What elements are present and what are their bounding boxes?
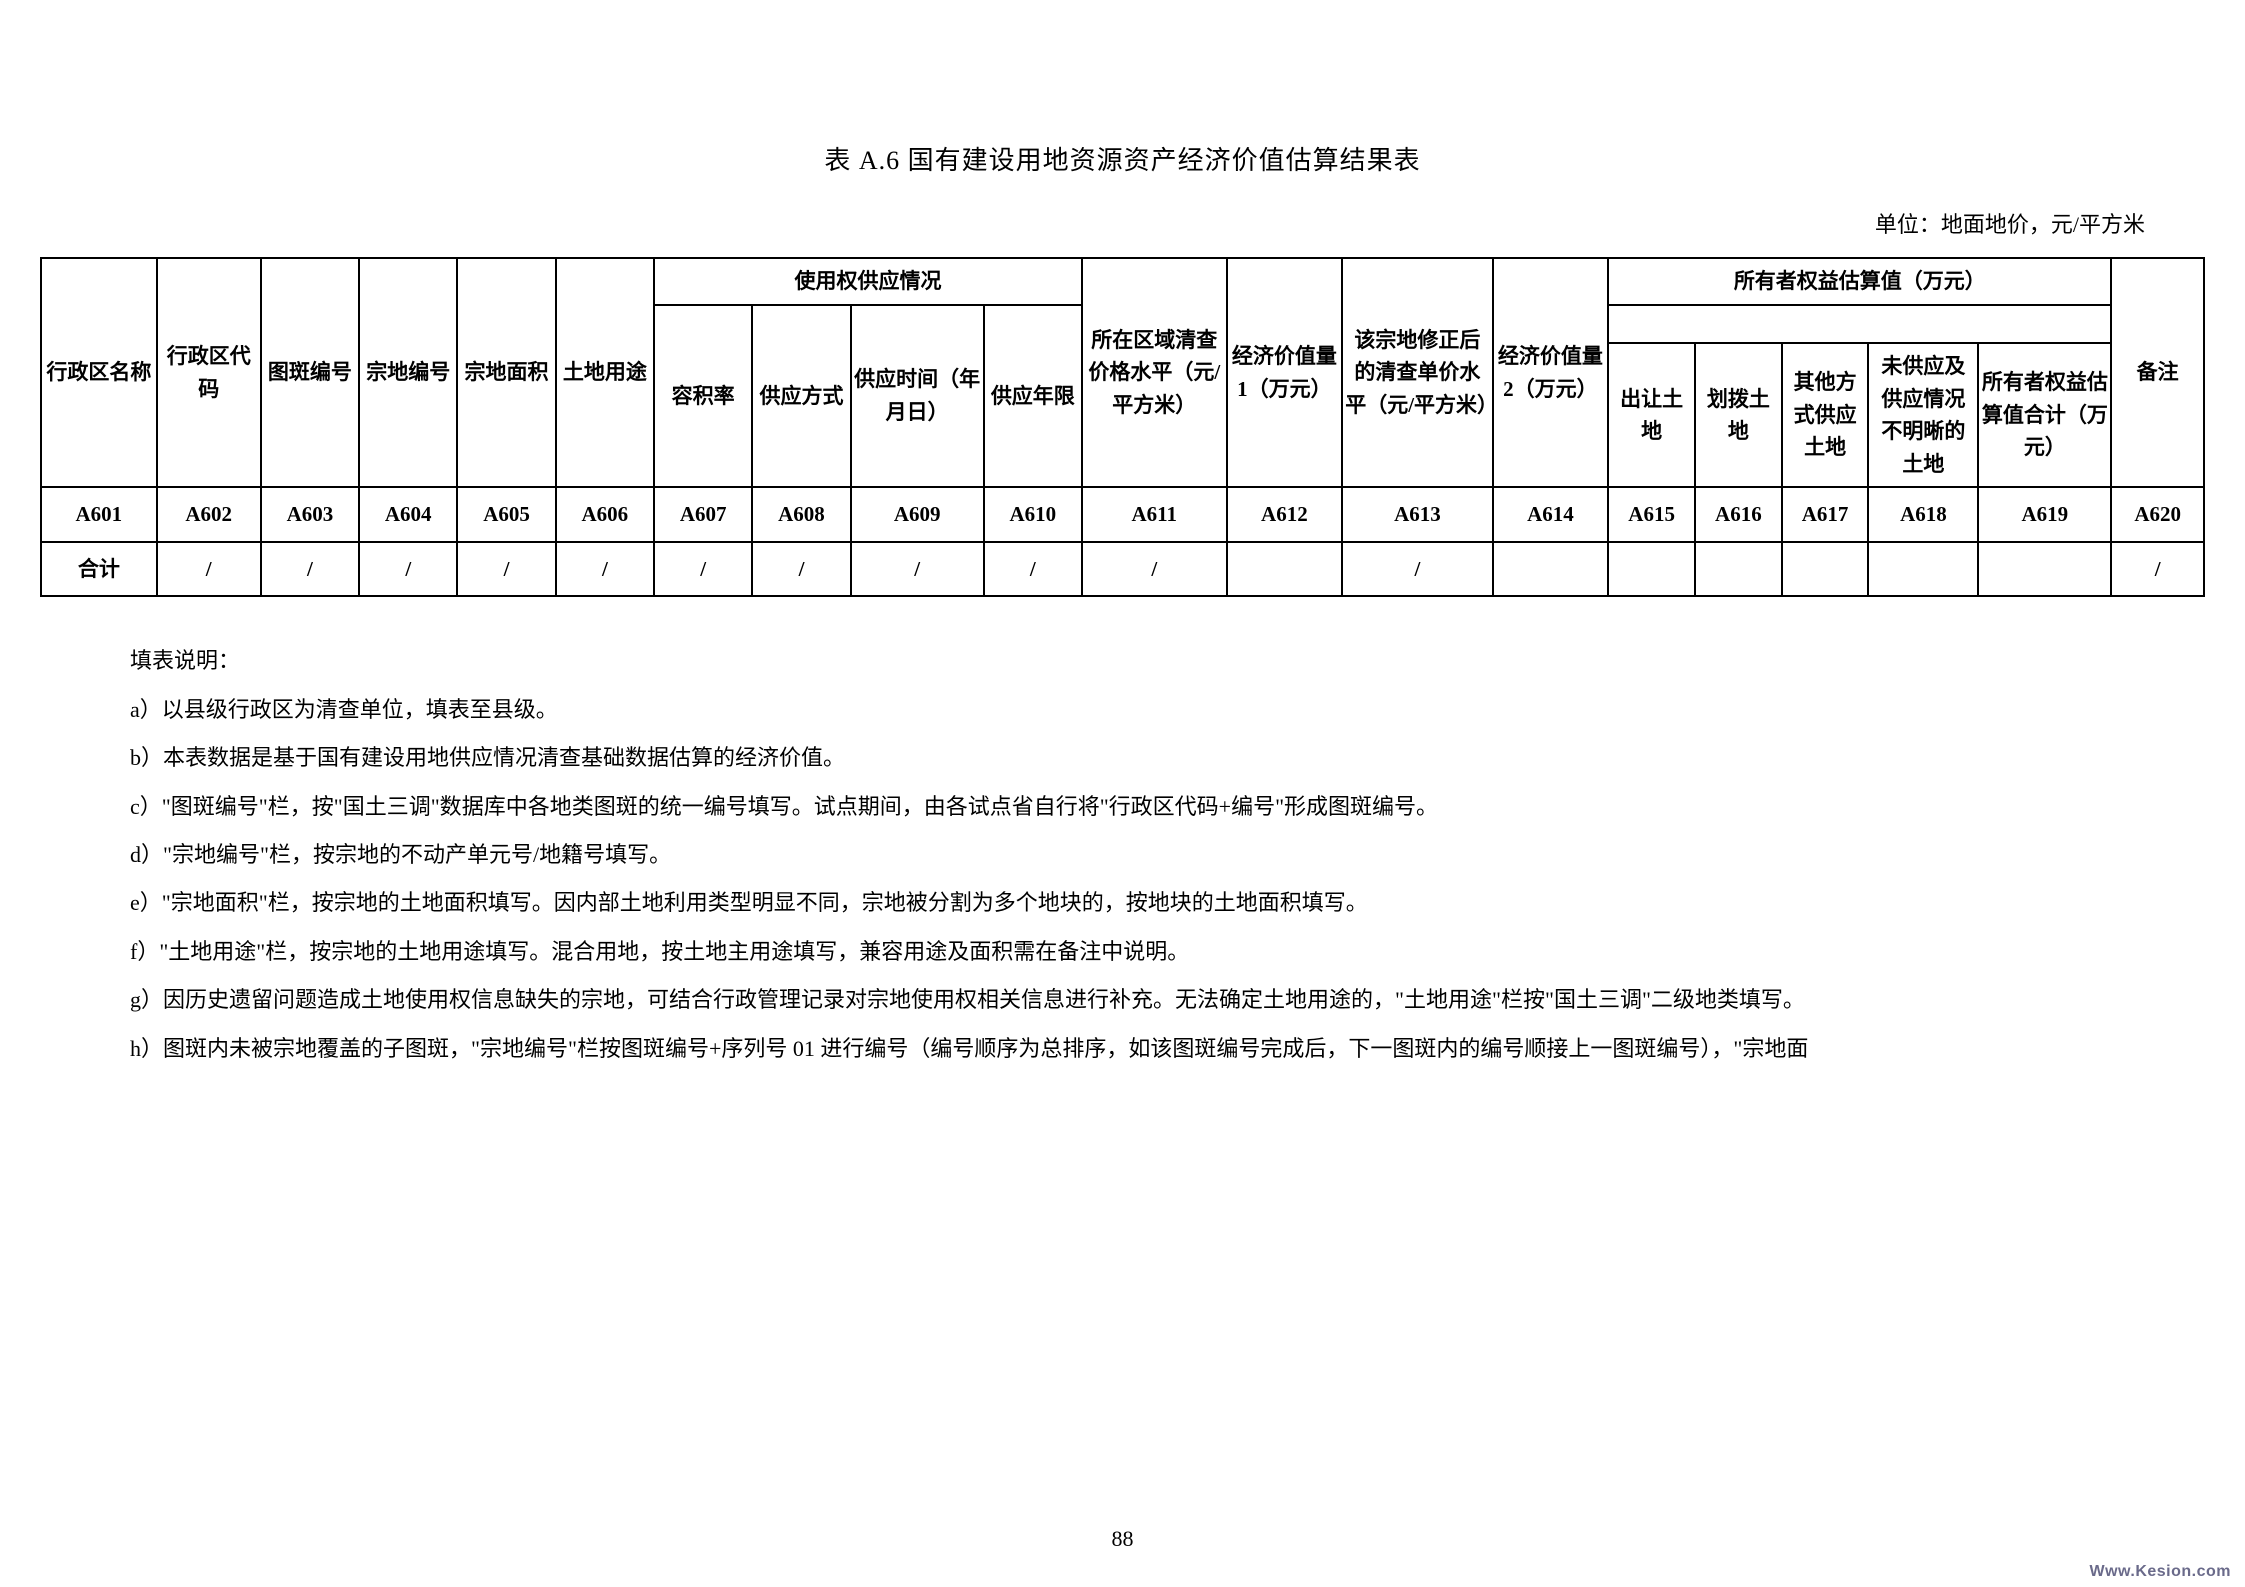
id-cell: A612 <box>1227 487 1343 542</box>
id-cell: A614 <box>1493 487 1609 542</box>
notes-heading: 填表说明： <box>130 637 2145 685</box>
th-zongdi-area: 宗地面积 <box>457 258 555 487</box>
unit-line: 单位：地面地价，元/平方米 <box>40 207 2205 239</box>
th-other-supply-land: 其他方式供应土地 <box>1782 343 1869 487</box>
sum-cell: / <box>457 542 555 597</box>
sum-cell: / <box>261 542 359 597</box>
watermark: Www.Kesion.com <box>2089 1563 2231 1581</box>
th-supply-group: 使用权供应情况 <box>654 258 1082 305</box>
th-econ-value-2: 经济价值量 2（万元） <box>1493 258 1609 487</box>
sum-cell: / <box>851 542 984 597</box>
note-item: f）"土地用途"栏，按宗地的土地用途填写。混合用地，按土地主用途填写，兼容用途及… <box>130 928 2145 976</box>
id-cell: A615 <box>1608 487 1695 542</box>
th-unclear-land: 未供应及供应情况不明晰的土地 <box>1868 343 1978 487</box>
notes-section: 填表说明： a）以县级行政区为清查单位，填表至县级。b）本表数据是基于国有建设用… <box>40 637 2205 1073</box>
sum-cell <box>1493 542 1609 597</box>
id-cell: A613 <box>1342 487 1492 542</box>
sum-row: 合计//////////// <box>41 542 2204 597</box>
sum-cell <box>1695 542 1782 597</box>
sum-cell: / <box>157 542 261 597</box>
sum-cell <box>1978 542 2111 597</box>
id-cell: A617 <box>1782 487 1869 542</box>
sum-cell: / <box>654 542 752 597</box>
th-floor-ratio: 容积率 <box>654 305 752 488</box>
id-cell: A619 <box>1978 487 2111 542</box>
sum-cell: / <box>984 542 1082 597</box>
id-cell: A609 <box>851 487 984 542</box>
sum-cell: / <box>1082 542 1227 597</box>
id-cell: A618 <box>1868 487 1978 542</box>
id-cell: A607 <box>654 487 752 542</box>
id-cell: A616 <box>1695 487 1782 542</box>
sum-cell <box>1868 542 1978 597</box>
th-churang-land: 出让土地 <box>1608 343 1695 487</box>
th-econ-value-1: 经济价值量 1（万元） <box>1227 258 1343 487</box>
th-supply-term: 供应年限 <box>984 305 1082 488</box>
id-cell: A608 <box>752 487 850 542</box>
id-cell: A611 <box>1082 487 1227 542</box>
id-cell: A602 <box>157 487 261 542</box>
note-item: d）"宗地编号"栏，按宗地的不动产单元号/地籍号填写。 <box>130 831 2145 879</box>
id-cell: A603 <box>261 487 359 542</box>
th-owner-equity-total: 所有者权益估算值合计（万元） <box>1978 343 2111 487</box>
main-table: 行政区名称 行政区代码 图斑编号 宗地编号 宗地面积 土地用途 使用权供应情况 … <box>40 257 2205 597</box>
th-region-price: 所在区域清查价格水平（元/平方米） <box>1082 258 1227 487</box>
id-cell: A620 <box>2111 487 2204 542</box>
sum-cell <box>1782 542 1869 597</box>
note-item: a）以县级行政区为清查单位，填表至县级。 <box>130 686 2145 734</box>
th-zongdi-code: 宗地编号 <box>359 258 457 487</box>
th-supply-method: 供应方式 <box>752 305 850 488</box>
notes-list: a）以县级行政区为清查单位，填表至县级。b）本表数据是基于国有建设用地供应情况清… <box>130 686 2145 1073</box>
sum-cell: / <box>2111 542 2204 597</box>
th-owner-equity-blank <box>1608 305 2111 344</box>
th-admin-name: 行政区名称 <box>41 258 157 487</box>
note-item: g）因历史遗留问题造成土地使用权信息缺失的宗地，可结合行政管理记录对宗地使用权相… <box>130 976 2145 1024</box>
table-title: 表 A.6 国有建设用地资源资产经济价值估算结果表 <box>40 140 2205 177</box>
th-huabo-land: 划拨土地 <box>1695 343 1782 487</box>
th-owner-equity-group: 所有者权益估算值（万元） <box>1608 258 2111 305</box>
id-cell: A606 <box>556 487 654 542</box>
note-item: b）本表数据是基于国有建设用地供应情况清查基础数据估算的经济价值。 <box>130 734 2145 782</box>
sum-cell: / <box>1342 542 1492 597</box>
id-cell: A605 <box>457 487 555 542</box>
id-cell: A610 <box>984 487 1082 542</box>
sum-cell <box>1608 542 1695 597</box>
sum-cell <box>1227 542 1343 597</box>
id-cell: A604 <box>359 487 457 542</box>
note-item: e）"宗地面积"栏，按宗地的土地面积填写。因内部土地利用类型明显不同，宗地被分割… <box>130 879 2145 927</box>
id-row: A601A602A603A604A605A606A607A608A609A610… <box>41 487 2204 542</box>
th-tuban-code: 图斑编号 <box>261 258 359 487</box>
page-number: 88 <box>0 1526 2245 1552</box>
th-remarks: 备注 <box>2111 258 2204 487</box>
th-corrected-price: 该宗地修正后的清查单价水平（元/平方米） <box>1342 258 1492 487</box>
sum-cell: / <box>556 542 654 597</box>
sum-cell: / <box>752 542 850 597</box>
id-cell: A601 <box>41 487 157 542</box>
note-item: c）"图斑编号"栏，按"国土三调"数据库中各地类图斑的统一编号填写。试点期间，由… <box>130 783 2145 831</box>
sum-cell: / <box>359 542 457 597</box>
document-page: 表 A.6 国有建设用地资源资产经济价值估算结果表 单位：地面地价，元/平方米 … <box>0 0 2245 1587</box>
note-item: h）图斑内未被宗地覆盖的子图斑，"宗地编号"栏按图斑编号+序列号 01 进行编号… <box>130 1025 2145 1073</box>
sum-label: 合计 <box>41 542 157 597</box>
th-admin-code: 行政区代码 <box>157 258 261 487</box>
th-supply-date: 供应时间（年月日） <box>851 305 984 488</box>
th-land-use: 土地用途 <box>556 258 654 487</box>
header-row-1: 行政区名称 行政区代码 图斑编号 宗地编号 宗地面积 土地用途 使用权供应情况 … <box>41 258 2204 305</box>
